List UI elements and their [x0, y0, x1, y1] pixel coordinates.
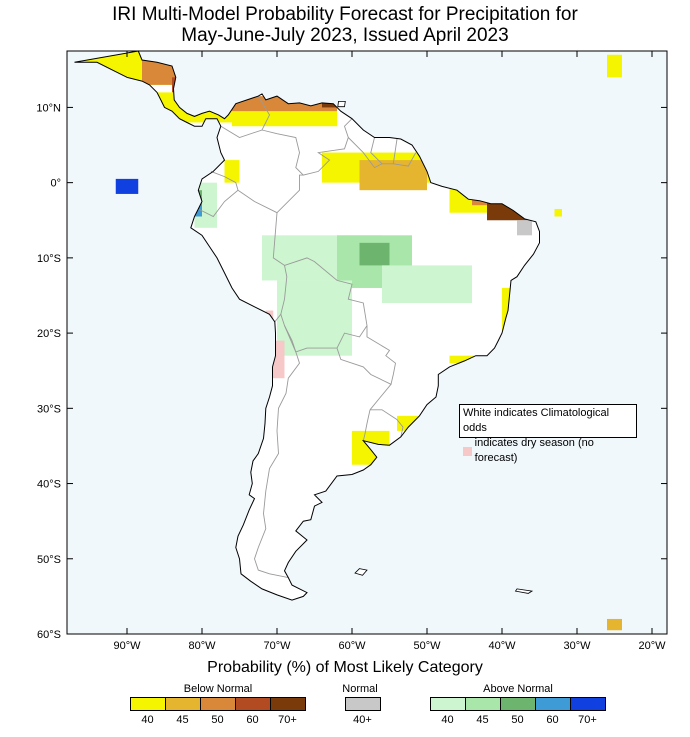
legend-below-swatches: [130, 697, 306, 711]
x-tick-label: 90°W: [113, 640, 141, 652]
coastlines: [74, 50, 540, 601]
below-value-3: 60: [246, 714, 259, 726]
above-value-2: 50: [511, 714, 524, 726]
legend-above-swatches: [430, 697, 606, 711]
island-0: [337, 101, 346, 108]
title-line-2: May-June-July 2023, Issued April 2023: [181, 25, 509, 46]
below-swatch-3: [235, 697, 271, 711]
x-tick-label: 60°W: [338, 640, 366, 652]
legend-below-label: Below Normal: [183, 683, 253, 695]
legend-below-values: 40 45 50 60 70+: [130, 714, 305, 726]
x-tick-label: 30°W: [563, 640, 591, 652]
patch-a70-27: [115, 178, 139, 194]
y-tick-label: 0°: [50, 178, 61, 190]
above-value-0: 40: [441, 714, 454, 726]
island-3: [514, 588, 534, 594]
legend-title: Probability (%) of Most Likely Category: [207, 659, 483, 676]
y-tick-label: 10°N: [36, 102, 61, 114]
above-swatch-4: [570, 697, 606, 711]
legend-above-label: Above Normal: [483, 683, 553, 695]
above-value-3: 60: [546, 714, 559, 726]
dry-season-swatch: [463, 446, 472, 456]
note-climatology: White indicates Climatological odds: [463, 407, 610, 434]
border-line-4: [392, 138, 398, 164]
patch-b40-32: [449, 355, 480, 364]
map-title: IRI Multi-Model Probability Forecast for…: [0, 4, 690, 46]
x-tick-label: 80°W: [188, 640, 216, 652]
x-tick-label: 50°W: [413, 640, 441, 652]
above-value-1: 45: [476, 714, 489, 726]
below-swatch-1: [165, 697, 201, 711]
island-2: [354, 568, 368, 576]
above-value-4: 70+: [578, 714, 597, 726]
patch-a40-22: [382, 265, 472, 304]
below-swatch-0: [130, 697, 166, 711]
border-line-12: [370, 409, 404, 437]
y-tick-label: 30°S: [37, 403, 61, 415]
border-line-14: [369, 384, 392, 411]
above-swatch-3: [535, 697, 571, 711]
patch-b45-10: [359, 160, 427, 191]
patch-b40-1: [232, 111, 337, 127]
above-swatch-0: [430, 697, 466, 711]
x-tick-label: 70°W: [263, 640, 291, 652]
normal-value-0: 40+: [353, 714, 372, 726]
normal-swatch-0: [345, 697, 381, 711]
patch-a50-21: [359, 242, 390, 266]
legend-normal-label: Normal: [342, 683, 378, 695]
below-value-4: 70+: [278, 714, 297, 726]
border-line-11: [336, 325, 396, 385]
country-borders: [198, 95, 417, 579]
y-tick-label: 50°S: [37, 554, 61, 566]
below-swatch-2: [200, 697, 236, 711]
border-line-9: [280, 314, 297, 353]
x-tick-label: 40°W: [488, 640, 516, 652]
legend-normal-values: 40+: [345, 714, 380, 726]
y-tick-label: 20°S: [37, 328, 61, 340]
legend-normal-swatches: [345, 697, 381, 711]
note-dry-text: indicates dry season (no forecast): [474, 437, 594, 464]
below-value-1: 45: [176, 714, 189, 726]
note-dry-season: indicates dry season (no forecast): [463, 436, 633, 466]
above-swatch-1: [465, 697, 501, 711]
title-line-1: IRI Multi-Model Probability Forecast for…: [112, 4, 578, 25]
x-tick-label: 20°W: [638, 640, 666, 652]
below-swatch-4: [270, 697, 306, 711]
patch-b40-17: [607, 54, 622, 78]
border-line-7: [276, 174, 304, 214]
map-frame: [66, 50, 668, 635]
legend-above-values: 40 45 50 60 70+: [430, 714, 605, 726]
y-tick-label: 40°S: [37, 479, 61, 491]
legend-note: White indicates Climatological odds indi…: [459, 404, 637, 464]
patch-n40-14: [517, 220, 532, 236]
patch-b40-18: [554, 208, 562, 217]
axis-ticks: 90°W 80°W 70°W 60°W 50°W 40°W 30°W 20°W 10°N 0° 10…: [36, 51, 667, 652]
patch-b40-15: [224, 160, 240, 183]
above-swatch-2: [500, 697, 536, 711]
patch-b45-34: [607, 618, 622, 631]
border-line-3: [370, 137, 383, 165]
below-value-2: 50: [211, 714, 224, 726]
below-value-0: 40: [141, 714, 154, 726]
coastline: [74, 50, 540, 601]
y-tick-label: 10°S: [37, 253, 61, 265]
forecast-map: 90°W 80°W 70°W 60°W 50°W 40°W 30°W 20°W 10°N 0° 10…: [36, 50, 668, 652]
y-tick-label: 60°S: [37, 629, 61, 641]
patch-a40-23: [277, 280, 352, 356]
border-line-10: [254, 351, 301, 579]
border-line-13: [362, 409, 371, 441]
